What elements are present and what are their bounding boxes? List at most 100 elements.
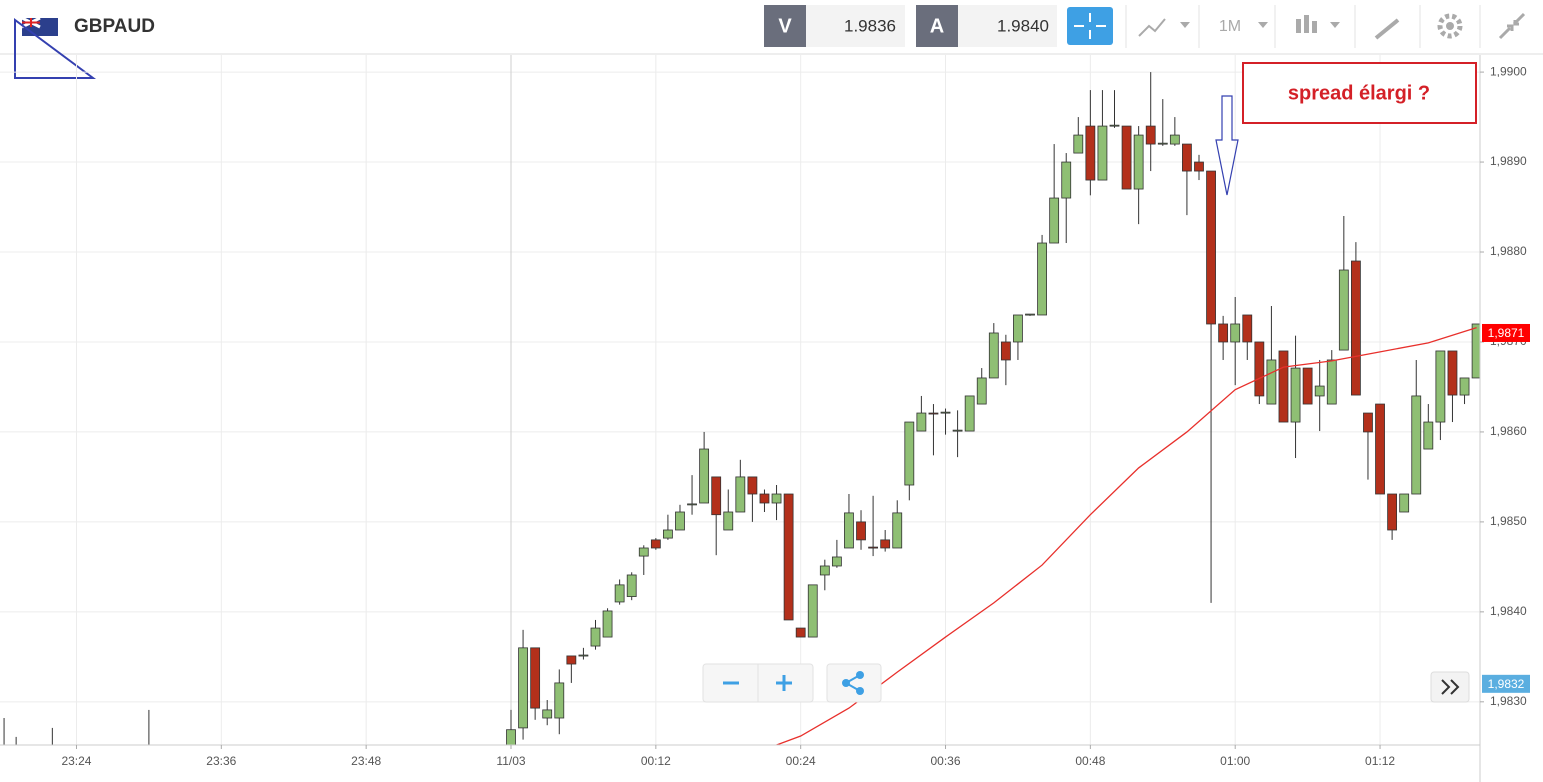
candle-body xyxy=(759,493,770,504)
candle-body xyxy=(1194,161,1204,172)
bid-label-box xyxy=(764,5,806,47)
candle-body xyxy=(735,476,746,513)
ask-price: 1.9840 xyxy=(997,16,1049,35)
candle-body xyxy=(844,512,854,549)
candle-body xyxy=(988,332,999,379)
crosshair-button[interactable] xyxy=(1067,7,1113,45)
candle-body xyxy=(675,511,685,531)
candle-body xyxy=(1169,134,1180,145)
candle-body xyxy=(614,584,625,603)
zoom-controls[interactable] xyxy=(702,663,882,703)
candle-body xyxy=(880,539,891,549)
candle-body xyxy=(1133,134,1144,190)
moving-average-line xyxy=(776,326,1477,745)
timeframe[interactable]: 1M xyxy=(1219,18,1241,35)
ask-label: A xyxy=(930,15,944,37)
candle-body xyxy=(590,627,601,647)
candle-body xyxy=(856,521,866,541)
candle-body xyxy=(831,556,842,567)
y-tick-label: 1,9900 xyxy=(1490,64,1527,78)
candle-body xyxy=(1290,367,1301,423)
candle-body xyxy=(1387,493,1398,531)
x-tick-label: 11/03 xyxy=(496,754,525,768)
candle-body xyxy=(892,512,903,549)
candle-body xyxy=(795,627,806,638)
x-tick-label: 01:12 xyxy=(1365,754,1395,768)
candle-body xyxy=(1363,412,1373,433)
candle-body xyxy=(771,493,782,504)
candle-body xyxy=(1302,367,1313,405)
candle-body xyxy=(1338,269,1349,351)
plot-area xyxy=(0,72,1480,766)
candle-body xyxy=(626,574,637,597)
candle-body xyxy=(1375,403,1385,495)
candle-body xyxy=(819,565,830,576)
candle-body xyxy=(904,421,915,486)
candle-body xyxy=(687,503,697,506)
candle-body xyxy=(723,511,734,531)
candle-body xyxy=(1266,359,1277,405)
candle-body xyxy=(48,765,57,766)
candle-body xyxy=(1399,493,1410,513)
candle-body xyxy=(0,765,9,766)
candle-body xyxy=(663,529,673,539)
candle-body xyxy=(711,476,722,516)
candle-body xyxy=(1278,350,1289,423)
candle-body xyxy=(1206,170,1216,325)
candle-body xyxy=(1037,242,1047,316)
candle-body xyxy=(1049,197,1060,244)
candle-body xyxy=(940,411,951,414)
candle-body xyxy=(1025,313,1035,316)
candle-body xyxy=(807,584,818,638)
scroll-right-button[interactable] xyxy=(1430,671,1470,703)
candle-body xyxy=(747,476,758,495)
y-tick-label: 1,9830 xyxy=(1490,694,1527,708)
y-tick-label: 1,9850 xyxy=(1490,514,1527,528)
candle-body xyxy=(1097,125,1108,181)
candle-body xyxy=(783,493,794,621)
candle-body xyxy=(518,647,528,729)
candle-body xyxy=(1109,124,1120,127)
candle-body xyxy=(506,729,516,745)
candle-body xyxy=(1061,161,1072,199)
candle-body xyxy=(12,765,21,766)
candle-body xyxy=(1157,142,1168,145)
candle-body xyxy=(144,765,153,766)
price-marker xyxy=(1482,323,1530,342)
annotation: spread élargi ? xyxy=(1288,82,1430,104)
candle-body xyxy=(578,654,589,657)
y-tick-label: 1,9880 xyxy=(1490,244,1527,258)
candle-body xyxy=(1423,421,1434,450)
candle-body xyxy=(638,547,649,557)
candle-body xyxy=(1351,260,1361,396)
symbol: GBPAUD xyxy=(74,16,155,37)
candle-body xyxy=(1182,143,1192,172)
candle-body xyxy=(1435,350,1446,423)
candle-body xyxy=(1000,341,1011,361)
x-tick-label: 23:36 xyxy=(206,754,236,768)
candle-body xyxy=(1411,395,1422,495)
y-tick-label: 1,9890 xyxy=(1490,154,1527,168)
candle-body xyxy=(566,655,577,665)
candle-body xyxy=(868,546,878,549)
y-tick-label: 1,9840 xyxy=(1490,604,1527,618)
x-tick-label: 00:24 xyxy=(786,754,816,768)
candle-body xyxy=(1254,341,1265,397)
x-tick-label: 01:00 xyxy=(1220,754,1250,768)
candle-body xyxy=(964,395,975,432)
ask-label-box xyxy=(916,5,958,47)
toolbar-icons[interactable] xyxy=(1138,12,1526,40)
candle-body xyxy=(1230,323,1241,343)
candle-body xyxy=(1242,314,1253,343)
candle-body xyxy=(650,539,661,549)
candle-body xyxy=(1121,125,1132,190)
drawn-arrow xyxy=(1215,95,1239,196)
candle-body xyxy=(1073,134,1084,154)
candle-body xyxy=(1459,377,1470,396)
price-marker-label: 1,9832 xyxy=(1488,677,1525,691)
candle-body xyxy=(1218,323,1229,343)
grid xyxy=(0,55,1480,745)
candle-body xyxy=(699,448,710,504)
